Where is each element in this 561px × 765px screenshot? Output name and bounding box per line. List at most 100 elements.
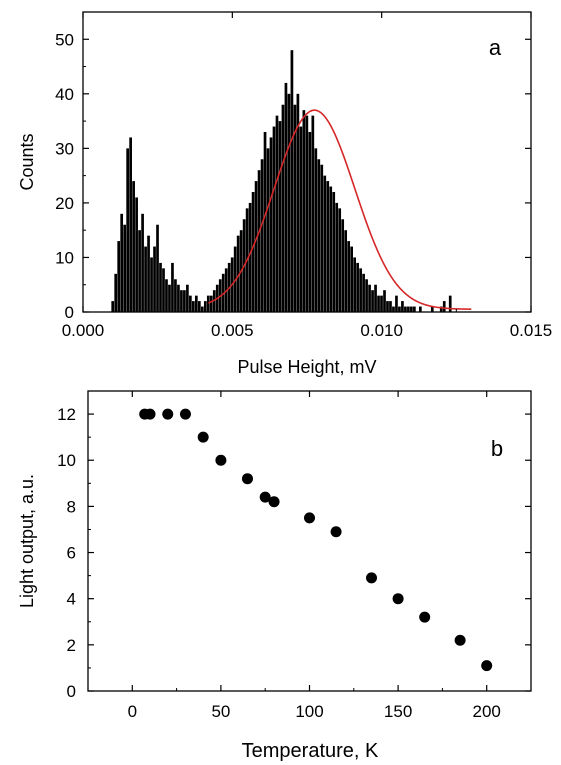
histogram-bar <box>311 115 315 312</box>
histogram-bar <box>266 148 270 312</box>
y-tick-label: 8 <box>67 497 76 516</box>
histogram-bar <box>141 213 144 312</box>
histogram-bar <box>263 132 267 312</box>
histogram-bar <box>448 295 452 312</box>
scatter-point <box>259 491 271 503</box>
y-tick-label: 2 <box>67 636 76 655</box>
histogram-bar <box>368 284 371 312</box>
histogram-bar <box>192 301 195 312</box>
histogram-bar <box>389 301 392 312</box>
histogram-bar <box>120 213 124 312</box>
histogram-bar <box>138 230 141 312</box>
scatter-point <box>179 408 191 420</box>
histogram-bar <box>302 110 306 313</box>
x-tick-label: 0.015 <box>510 321 553 340</box>
histogram-bar <box>272 126 276 312</box>
histogram-bar <box>299 126 303 312</box>
histogram-bar <box>335 202 339 312</box>
x-tick-label: 50 <box>211 702 230 721</box>
histogram-panel: 0.000 0.005 0.010 0.015 0 10 20 30 40 50 a Pulse … <box>17 11 552 377</box>
histogram-bar <box>251 192 255 312</box>
histogram-bar <box>269 137 273 312</box>
histogram-bar <box>126 148 129 312</box>
histogram-bar <box>284 82 288 312</box>
y-tick-label: 12 <box>57 405 76 424</box>
histogram-bar <box>410 306 413 312</box>
x-tick-label: 0.005 <box>211 321 254 340</box>
histogram-bar <box>206 295 210 312</box>
histogram-bar <box>398 306 401 312</box>
histogram-bar <box>174 279 177 312</box>
x-tick-label: 100 <box>295 702 323 721</box>
histogram-bar <box>386 301 389 312</box>
histogram-bar <box>132 181 135 312</box>
y-tick-label: 0 <box>65 303 74 322</box>
x-tick-label: 0.000 <box>62 321 105 340</box>
histogram-bar <box>111 301 115 312</box>
histogram-bar <box>332 192 336 312</box>
histogram-bar <box>189 295 192 312</box>
histogram-bar <box>117 241 121 312</box>
scatter-point <box>330 526 342 538</box>
histogram-bar <box>383 290 386 312</box>
histogram-bar <box>180 290 183 312</box>
histogram-bar <box>430 306 434 312</box>
y-tick-label: 20 <box>55 194 74 213</box>
histogram-bar <box>407 306 410 312</box>
histogram-bar <box>248 202 252 312</box>
histogram-bar <box>129 137 132 312</box>
histogram-bar <box>177 284 180 312</box>
histogram-bar <box>305 115 309 312</box>
histogram-bar <box>287 93 291 312</box>
scatter-point <box>162 408 174 420</box>
scatter-point <box>419 611 431 623</box>
scatter-axes: 0 50 100 150 200 0 2 4 6 8 10 12 <box>57 390 532 721</box>
histogram-bar <box>317 159 321 312</box>
histogram-bar <box>323 175 327 312</box>
histogram-x-axis-label: Pulse Height, mV <box>237 357 376 377</box>
gaussian-fit-curve <box>208 109 472 310</box>
histogram-bar <box>395 295 398 312</box>
x-tick-label: 0 <box>128 702 137 721</box>
scatter-x-axis-label: Temperature, K <box>242 740 379 762</box>
histogram-bar <box>419 306 422 312</box>
histogram-bar <box>380 295 383 312</box>
x-tick-label: 150 <box>384 702 412 721</box>
histogram-bar <box>183 290 186 312</box>
histogram-bar <box>153 246 156 312</box>
histogram-bar <box>135 197 138 312</box>
histogram-bar <box>392 306 395 312</box>
scatter-point <box>215 454 227 466</box>
histogram-bar <box>254 181 258 312</box>
scatter-point <box>366 572 378 584</box>
histogram-bar <box>159 262 162 312</box>
histogram-bar <box>329 186 333 312</box>
scatter-plot-frame <box>87 390 532 692</box>
histogram-bar <box>123 224 127 312</box>
y-tick-label: 4 <box>67 590 76 609</box>
histogram-bar <box>401 301 404 312</box>
histogram-bars <box>111 50 452 313</box>
histogram-bar <box>365 279 368 312</box>
histogram-axes: 0.000 0.005 0.010 0.015 0 10 20 30 40 50 <box>55 12 552 340</box>
histogram-bar <box>371 290 374 312</box>
y-tick-label: 10 <box>55 248 74 267</box>
histogram-bar <box>442 301 446 312</box>
histogram-bar <box>362 273 365 312</box>
histogram-bar <box>200 306 204 312</box>
y-tick-label: 0 <box>67 682 76 701</box>
histogram-bar <box>439 306 443 312</box>
scatter-point <box>304 512 315 524</box>
histogram-y-axis-label: Counts <box>17 133 37 190</box>
histogram-bar <box>350 246 353 312</box>
scatter-point <box>268 496 280 508</box>
histogram-bar <box>320 164 324 312</box>
x-tick-label: 0.010 <box>360 321 403 340</box>
histogram-bar <box>281 104 285 312</box>
scatter-point <box>197 431 209 443</box>
histogram-bar <box>236 235 240 312</box>
y-tick-label: 6 <box>67 544 76 563</box>
histogram-bar <box>356 262 359 312</box>
scatter-point <box>481 660 493 672</box>
